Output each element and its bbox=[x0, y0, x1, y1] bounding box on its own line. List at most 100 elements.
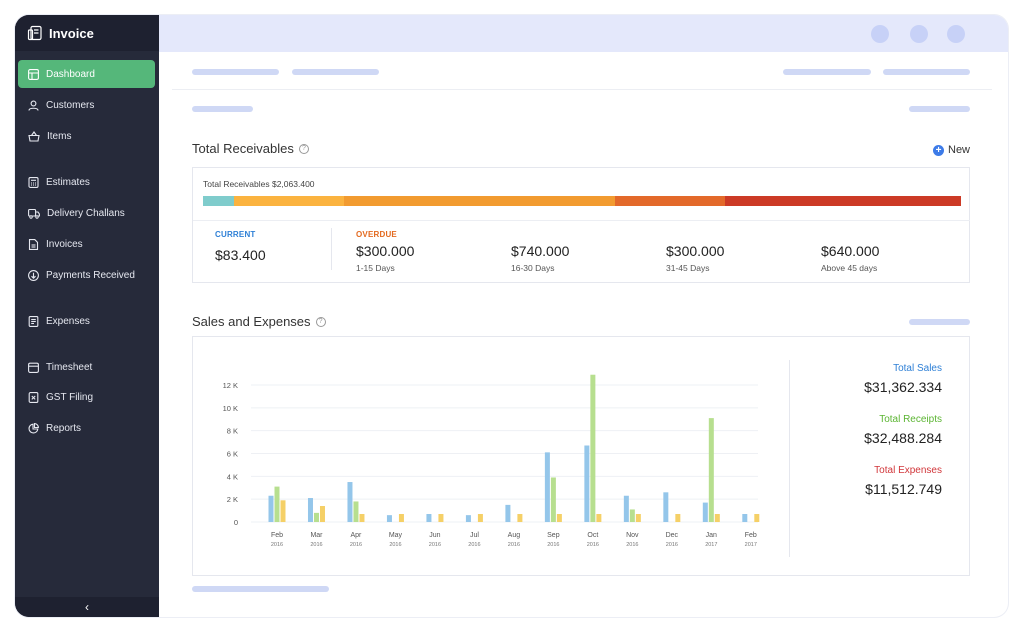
receivables-bar-above-45-days[interactable] bbox=[725, 196, 961, 206]
x-tick-label: Sep bbox=[547, 532, 560, 539]
overdue-amount-above-45[interactable]: $640.000 bbox=[821, 243, 880, 259]
overdue-amount-1-15[interactable]: $300.000 bbox=[356, 243, 415, 259]
chart-bar[interactable] bbox=[398, 514, 404, 522]
sidebar-item-invoices[interactable]: Invoices bbox=[18, 230, 155, 258]
total-sales-label: Total Sales bbox=[893, 363, 942, 374]
chart-bar[interactable] bbox=[742, 514, 748, 522]
chart-bar[interactable] bbox=[386, 515, 392, 522]
app-brand[interactable]: Invoice bbox=[15, 15, 159, 51]
collapse-sidebar-button[interactable]: ‹ bbox=[15, 597, 159, 617]
sidebar-item-label: Customers bbox=[46, 99, 95, 111]
receivables-bar-16-30-days[interactable] bbox=[344, 196, 615, 206]
chart-bar[interactable] bbox=[754, 514, 760, 522]
topbar-avatar-placeholder[interactable] bbox=[910, 25, 928, 43]
chart-bar[interactable] bbox=[465, 515, 471, 522]
sidebar-item-label: Items bbox=[47, 130, 72, 142]
receivables-divider bbox=[193, 220, 970, 221]
total-expenses-value[interactable]: $11,512.749 bbox=[865, 481, 942, 497]
sidebar-item-label: Invoices bbox=[46, 238, 83, 250]
x-tick-label: Nov bbox=[626, 532, 639, 539]
sidebar-item-estimates[interactable]: Estimates bbox=[18, 168, 155, 196]
chart-bar[interactable] bbox=[629, 509, 635, 522]
help-icon[interactable]: ? bbox=[298, 143, 309, 154]
topbar-avatar-placeholder[interactable] bbox=[947, 25, 965, 43]
app-window: Invoice Dashboard Customers Items Estima… bbox=[15, 15, 1008, 617]
y-tick-label: 8 K bbox=[227, 427, 238, 436]
chart-bar[interactable] bbox=[477, 514, 483, 522]
chevron-left-icon: ‹ bbox=[85, 600, 89, 614]
y-tick-label: 2 K bbox=[227, 495, 238, 504]
x-tick-label: Oct bbox=[587, 532, 598, 539]
chart-bar[interactable] bbox=[426, 514, 432, 522]
x-tick-label: Jun bbox=[429, 532, 440, 539]
chart-bar[interactable] bbox=[280, 500, 286, 522]
chart-bar[interactable] bbox=[584, 445, 590, 522]
chart-bar[interactable] bbox=[702, 502, 708, 522]
chart-bar[interactable] bbox=[353, 501, 359, 522]
sidebar-item-reports[interactable]: Reports bbox=[18, 414, 155, 442]
pie-chart-icon bbox=[28, 422, 39, 434]
payment-icon bbox=[28, 269, 39, 281]
x-tick-label: Mar bbox=[310, 532, 323, 539]
x-tick-year-label: 2016 bbox=[547, 542, 559, 548]
placeholder-bar bbox=[292, 69, 379, 75]
receivables-card: Total Receivables $2,063.400 CURRENT $83… bbox=[192, 167, 970, 283]
receivables-bar-1-15-days[interactable] bbox=[234, 196, 344, 206]
chart-bar[interactable] bbox=[505, 504, 511, 522]
x-tick-year-label: 2016 bbox=[626, 542, 638, 548]
y-tick-label: 4 K bbox=[227, 472, 238, 481]
chart-bar[interactable] bbox=[675, 514, 681, 522]
new-receivable-button[interactable]: + New bbox=[933, 144, 970, 156]
chart-bar[interactable] bbox=[359, 514, 365, 522]
x-tick-year-label: 2016 bbox=[271, 542, 283, 548]
chart-bar[interactable] bbox=[268, 495, 274, 522]
overdue-range-above-45: Above 45 days bbox=[821, 263, 878, 273]
chart-bar[interactable] bbox=[313, 512, 319, 522]
sidebar-item-expenses[interactable]: Expenses bbox=[18, 307, 155, 335]
receipt-icon bbox=[28, 315, 39, 327]
x-tick-year-label: 2016 bbox=[508, 542, 520, 548]
chart-bar[interactable] bbox=[544, 452, 550, 522]
plus-circle-icon: + bbox=[933, 144, 944, 156]
sidebar-item-customers[interactable]: Customers bbox=[18, 91, 155, 119]
topbar-avatar-placeholder[interactable] bbox=[871, 25, 889, 43]
current-amount[interactable]: $83.400 bbox=[215, 247, 266, 263]
chart-bar[interactable] bbox=[663, 492, 669, 522]
x-tick-year-label: 2016 bbox=[468, 542, 480, 548]
sidebar-item-payments-received[interactable]: Payments Received bbox=[18, 261, 155, 289]
sidebar: Invoice Dashboard Customers Items Estima… bbox=[15, 15, 159, 617]
sidebar-item-gst-filing[interactable]: GST Filing bbox=[18, 383, 155, 411]
sidebar-item-timesheet[interactable]: Timesheet bbox=[18, 353, 155, 381]
x-tick-label: Jul bbox=[470, 532, 479, 539]
chart-bar[interactable] bbox=[319, 506, 325, 522]
total-sales-value[interactable]: $31,362.334 bbox=[864, 379, 942, 395]
chart-bar[interactable] bbox=[556, 514, 562, 522]
chart-bar[interactable] bbox=[274, 486, 280, 522]
overdue-amount-16-30[interactable]: $740.000 bbox=[511, 243, 570, 259]
user-icon bbox=[28, 100, 39, 111]
help-icon[interactable]: ? bbox=[315, 316, 326, 327]
chart-bar[interactable] bbox=[596, 514, 602, 522]
chart-bar[interactable] bbox=[708, 418, 714, 522]
overdue-amount-31-45[interactable]: $300.000 bbox=[666, 243, 725, 259]
current-label: CURRENT bbox=[215, 230, 256, 239]
chart-bar[interactable] bbox=[347, 482, 353, 522]
chart-bar[interactable] bbox=[307, 498, 313, 522]
sidebar-item-items[interactable]: Items bbox=[18, 122, 155, 150]
total-receipts-value[interactable]: $32,488.284 bbox=[864, 430, 942, 446]
chart-bar[interactable] bbox=[623, 495, 629, 522]
chart-bar[interactable] bbox=[590, 374, 596, 522]
chart-bar[interactable] bbox=[550, 477, 556, 522]
chart-bar[interactable] bbox=[438, 514, 444, 522]
sidebar-item-dashboard[interactable]: Dashboard bbox=[18, 60, 155, 88]
x-tick-label: May bbox=[389, 532, 403, 539]
x-tick-year-label: 2017 bbox=[745, 542, 757, 548]
chart-bar[interactable] bbox=[635, 514, 641, 522]
x-tick-year-label: 2016 bbox=[587, 542, 599, 548]
chart-bar[interactable] bbox=[714, 514, 720, 522]
chart-bar[interactable] bbox=[517, 514, 523, 522]
sidebar-item-delivery-challans[interactable]: Delivery Challans bbox=[18, 199, 155, 227]
receivables-bar-current[interactable] bbox=[203, 196, 234, 206]
placeholder-bar bbox=[909, 319, 970, 325]
receivables-bar-31-45-days[interactable] bbox=[615, 196, 725, 206]
